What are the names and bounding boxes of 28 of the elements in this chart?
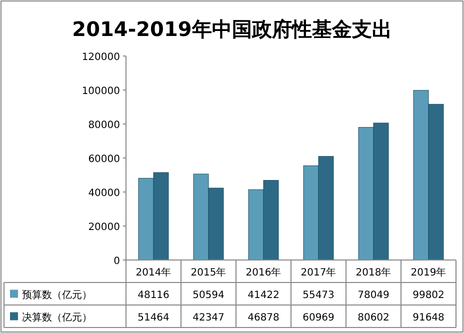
y-tick-label: 0	[114, 256, 120, 267]
data-label: 48116	[138, 290, 170, 301]
y-tick-label: 20000	[88, 222, 120, 233]
y-tick-label: 80000	[88, 120, 120, 131]
x-tick-label: 2016年	[246, 266, 282, 278]
y-tick-label: 100000	[82, 86, 120, 97]
x-tick-label: 2014年	[136, 266, 172, 278]
y-tick-label: 40000	[88, 188, 120, 199]
x-tick-label: 2018年	[356, 266, 392, 278]
y-tick-label: 60000	[88, 154, 120, 165]
data-label: 80602	[358, 312, 390, 324]
data-label: 50594	[192, 290, 224, 301]
data-label: 99802	[412, 290, 444, 301]
data-label: 51464	[138, 312, 170, 324]
data-label: 55473	[302, 290, 334, 301]
y-tick-label: 120000	[82, 52, 120, 63]
data-label: 91648	[412, 312, 444, 324]
legend-label: 预算数（亿元）	[22, 288, 92, 301]
legend-label: 决算数（亿元）	[22, 311, 92, 324]
x-tick-label: 2019年	[410, 266, 446, 278]
data-label: 46878	[248, 312, 280, 324]
data-label: 60969	[302, 312, 334, 324]
chart-title: 2014-2019年中国政府性基金支出	[72, 17, 392, 41]
x-tick-label: 2015年	[190, 266, 226, 278]
data-label: 78049	[358, 290, 390, 301]
data-label: 42347	[192, 312, 224, 324]
x-tick-label: 2017年	[300, 266, 336, 278]
data-label: 41422	[248, 290, 280, 301]
